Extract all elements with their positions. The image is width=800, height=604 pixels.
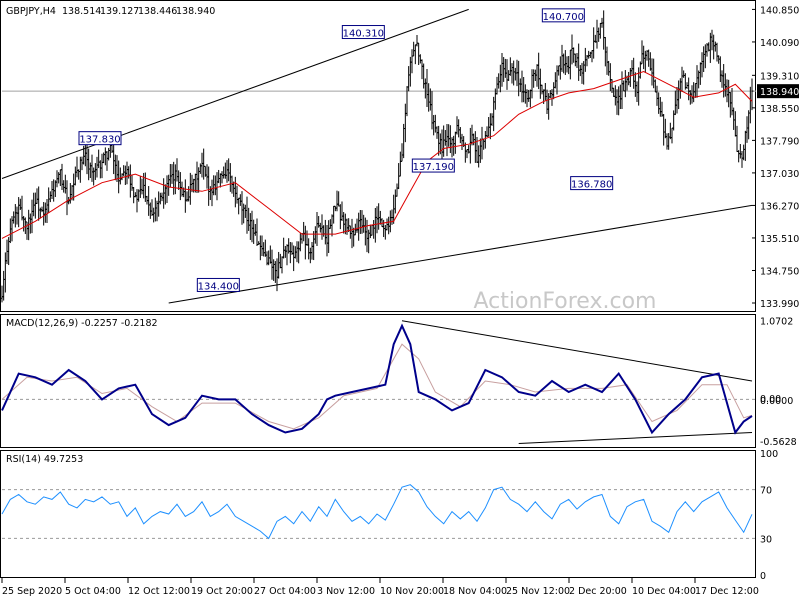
price-annotation-label: 137.830 [79, 135, 120, 146]
x-tick-label: 10 Nov 20:00 [380, 586, 444, 597]
price-ytick-label: 134.750 [760, 266, 799, 277]
price-ytick-label: 140.090 [760, 38, 799, 49]
rsi-panel-frame [0, 450, 756, 578]
x-tick-label: 25 Nov 12:00 [506, 586, 570, 597]
open-value: 138.514 [62, 6, 101, 17]
macd-ytick-label: 0.0000 [760, 396, 793, 407]
x-tick-label: 25 Sep 2020 [2, 586, 62, 597]
price-panel-frame [0, 0, 756, 312]
macd-signal-line [1, 343, 753, 430]
price-annotation-label: 140.310 [343, 29, 384, 40]
last-price-tag [757, 84, 799, 99]
price-ytick-label: 139.310 [760, 71, 799, 82]
rsi-ytick-label: 30 [760, 534, 772, 545]
x-tick-label: 3 Nov 12:00 [317, 586, 375, 597]
macd-panel-frame [0, 314, 756, 448]
macd-trendline-2 [518, 432, 753, 444]
rsi-ytick-label: 100 [760, 449, 778, 460]
macd-ytick-label: 0.00 [760, 394, 781, 405]
price-annotation-label: 136.780 [571, 180, 612, 191]
x-tick-label: 17 Dec 12:00 [695, 586, 759, 597]
macd-trendline-1 [401, 320, 753, 382]
macd-title: MACD(12,26,9) -0.2257 -0.2182 [6, 318, 158, 329]
x-tick-label: 2 Dec 20:00 [569, 586, 627, 597]
price-ytick-label: 137.790 [760, 136, 799, 147]
price-annotation-box [541, 8, 585, 23]
macd-line [1, 323, 753, 435]
symbol-label: GBPJPY,H4 [6, 6, 56, 17]
x-tick-label: 5 Oct 04:00 [65, 586, 121, 597]
macd-ytick-label: -0.5628 [760, 437, 797, 448]
rsi-title: RSI(14) 49.7253 [6, 454, 83, 465]
watermark: ActionForex.com [474, 289, 657, 314]
price-annotation-label: 137.190 [413, 162, 454, 173]
high-value: 139.127 [100, 6, 139, 17]
price-ytick-label: 133.990 [760, 299, 799, 310]
price-ytick-label: 140.850 [760, 5, 799, 16]
x-tick-label: 10 Dec 04:00 [632, 586, 696, 597]
x-tick-label: 19 Oct 20:00 [191, 586, 253, 597]
macd-ytick-label: 1.0702 [760, 317, 793, 328]
x-tick-label: 12 Oct 12:00 [128, 586, 190, 597]
x-tick-label: 18 Nov 04:00 [443, 586, 507, 597]
price-annotation-box [411, 158, 455, 173]
price-ytick-label: 137.030 [760, 169, 799, 180]
price-annotation-box [570, 176, 614, 191]
price-ytick-label: 138.550 [760, 104, 799, 115]
price-trendline-1 [1, 8, 469, 179]
rsi-line [1, 484, 753, 540]
price-annotation-label: 140.700 [543, 12, 584, 23]
price-annotation-box [78, 131, 122, 146]
price-annotation-box [196, 277, 240, 292]
close-value: 138.940 [176, 6, 215, 17]
price-ytick-label: 135.510 [760, 234, 799, 245]
price-annotation-label: 134.400 [198, 281, 239, 292]
rsi-ytick-label: 0 [760, 571, 766, 582]
x-tick-label: 27 Oct 04:00 [254, 586, 316, 597]
price-ytick-label: 136.270 [760, 201, 799, 212]
price-trendline-2 [168, 204, 753, 304]
low-value: 138.446 [138, 6, 177, 17]
rsi-ytick-label: 70 [760, 486, 772, 497]
last-price-label: 138.940 [760, 87, 799, 98]
price-annotation-box [341, 25, 385, 40]
